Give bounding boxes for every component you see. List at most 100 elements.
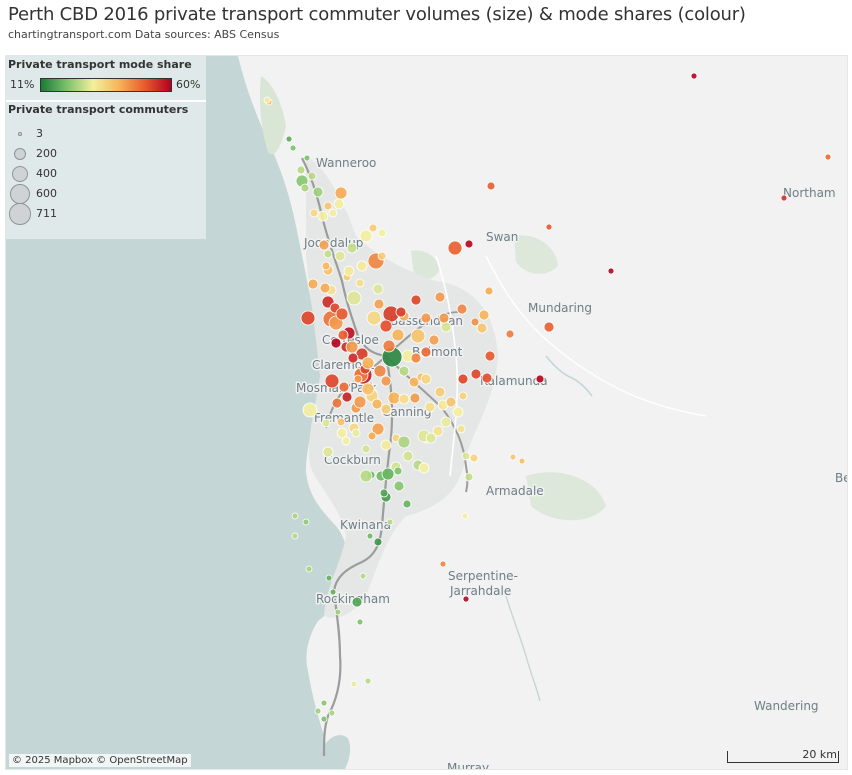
commuter-marker[interactable]	[302, 518, 310, 526]
commuter-marker[interactable]	[300, 183, 310, 193]
map-attribution[interactable]: © 2025 Mapbox © OpenStreetMap	[9, 754, 191, 767]
commuter-marker[interactable]	[353, 374, 363, 384]
commuter-marker[interactable]	[320, 715, 328, 723]
commuter-marker[interactable]	[361, 356, 375, 370]
commuter-marker[interactable]	[476, 322, 488, 334]
commuter-marker[interactable]	[481, 372, 493, 384]
commuter-marker[interactable]	[780, 194, 788, 202]
commuter-marker[interactable]	[371, 422, 385, 436]
commuter-marker[interactable]	[397, 435, 411, 449]
commuter-marker[interactable]	[335, 307, 349, 321]
commuter-marker[interactable]	[331, 397, 343, 409]
commuter-marker[interactable]	[359, 572, 367, 580]
commuter-marker[interactable]	[424, 401, 436, 413]
commuter-marker[interactable]	[336, 417, 346, 427]
commuter-marker[interactable]	[356, 618, 364, 626]
commuter-marker[interactable]	[343, 265, 355, 277]
commuter-marker[interactable]	[355, 278, 365, 288]
commuter-marker[interactable]	[690, 72, 698, 80]
commuter-marker[interactable]	[359, 469, 373, 483]
commuter-marker[interactable]	[334, 608, 342, 616]
commuter-marker[interactable]	[456, 303, 468, 315]
commuter-marker[interactable]	[361, 382, 375, 396]
commuter-marker[interactable]	[361, 444, 371, 454]
commuter-marker[interactable]	[535, 374, 545, 384]
commuter-marker[interactable]	[505, 329, 515, 339]
commuter-marker[interactable]	[470, 317, 480, 327]
commuter-marker[interactable]	[434, 386, 446, 398]
commuter-marker[interactable]	[420, 373, 432, 385]
commuter-marker[interactable]	[296, 165, 306, 175]
commuter-marker[interactable]	[302, 402, 318, 418]
commuter-marker[interactable]	[314, 707, 322, 715]
commuter-marker[interactable]	[545, 223, 553, 231]
commuter-marker[interactable]	[351, 596, 363, 608]
commuter-marker[interactable]	[285, 135, 293, 143]
commuter-marker[interactable]	[371, 398, 383, 410]
commuter-marker[interactable]	[368, 223, 378, 233]
commuter-marker[interactable]	[312, 186, 324, 198]
commuter-marker[interactable]	[402, 499, 412, 509]
commuter-marker[interactable]	[457, 373, 469, 385]
commuter-marker[interactable]	[824, 153, 832, 161]
commuter-marker[interactable]	[456, 424, 466, 434]
commuter-marker[interactable]	[380, 375, 392, 387]
commuter-marker[interactable]	[289, 144, 297, 152]
commuter-marker[interactable]	[387, 391, 401, 405]
commuter-marker[interactable]	[458, 391, 468, 401]
commuter-marker[interactable]	[377, 251, 387, 261]
commuter-marker[interactable]	[381, 467, 395, 481]
commuter-marker[interactable]	[291, 512, 299, 520]
map-canvas[interactable]: WannerooNorthamJoondalupSwanMundaringBas…	[5, 55, 848, 770]
commuter-marker[interactable]	[543, 321, 555, 333]
commuter-marker[interactable]	[303, 154, 311, 162]
commuter-marker[interactable]	[409, 392, 421, 404]
commuter-marker[interactable]	[373, 298, 385, 310]
commuter-marker[interactable]	[366, 532, 374, 540]
commuter-marker[interactable]	[320, 699, 328, 707]
commuter-marker[interactable]	[393, 466, 403, 476]
commuter-marker[interactable]	[410, 352, 422, 364]
commuter-marker[interactable]	[359, 229, 373, 243]
commuter-marker[interactable]	[461, 451, 471, 461]
commuter-marker[interactable]	[377, 228, 387, 238]
commuter-marker[interactable]	[305, 565, 313, 573]
commuter-marker[interactable]	[484, 286, 494, 296]
commuter-marker[interactable]	[319, 282, 331, 294]
commuter-marker[interactable]	[402, 450, 414, 462]
commuter-marker[interactable]	[469, 453, 479, 463]
commuter-marker[interactable]	[447, 240, 463, 256]
commuter-marker[interactable]	[380, 403, 392, 415]
commuter-marker[interactable]	[420, 346, 432, 358]
commuter-marker[interactable]	[434, 291, 446, 303]
commuter-marker[interactable]	[333, 198, 345, 210]
commuter-marker[interactable]	[386, 518, 394, 526]
commuter-marker[interactable]	[356, 260, 368, 272]
commuter-marker[interactable]	[438, 312, 450, 324]
commuter-marker[interactable]	[324, 373, 340, 389]
commuter-marker[interactable]	[373, 537, 383, 547]
commuter-marker[interactable]	[425, 432, 437, 444]
commuter-marker[interactable]	[372, 283, 384, 295]
commuter-marker[interactable]	[318, 239, 330, 251]
commuter-marker[interactable]	[462, 595, 470, 603]
commuter-marker[interactable]	[351, 428, 361, 438]
commuter-marker[interactable]	[398, 365, 410, 377]
commuter-marker[interactable]	[380, 439, 392, 451]
commuter-marker[interactable]	[452, 406, 464, 418]
commuter-marker[interactable]	[263, 96, 271, 104]
commuter-marker[interactable]	[379, 488, 389, 498]
commuter-marker[interactable]	[464, 472, 474, 482]
commuter-marker[interactable]	[323, 201, 333, 211]
commuter-marker[interactable]	[341, 391, 353, 403]
commuter-marker[interactable]	[322, 446, 334, 458]
commuter-marker[interactable]	[291, 532, 299, 540]
commuter-marker[interactable]	[420, 312, 432, 324]
commuter-marker[interactable]	[353, 395, 367, 409]
commuter-marker[interactable]	[300, 310, 316, 326]
commuter-marker[interactable]	[338, 381, 350, 393]
commuter-marker[interactable]	[317, 210, 329, 222]
commuter-marker[interactable]	[484, 350, 496, 362]
commuter-marker[interactable]	[373, 364, 387, 378]
commuter-marker[interactable]	[428, 334, 440, 346]
